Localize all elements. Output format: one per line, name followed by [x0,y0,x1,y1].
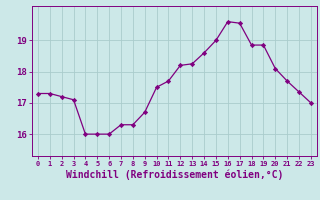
X-axis label: Windchill (Refroidissement éolien,°C): Windchill (Refroidissement éolien,°C) [66,170,283,180]
